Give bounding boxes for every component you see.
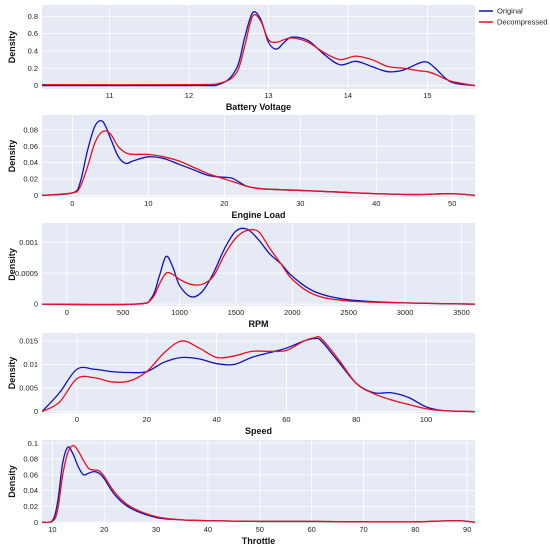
speed-original-line: [42, 337, 475, 413]
rpm-series-group: [42, 227, 475, 306]
engine-load-y-tick-label: 0.06: [23, 142, 38, 151]
throttle-y-tick-label: 0.08: [23, 455, 38, 464]
battery-voltage-x-tick-label: 13: [264, 91, 272, 100]
battery-voltage-y-tick-label: 0: [34, 81, 38, 90]
engine-load-x-tick-label: 0: [70, 199, 74, 208]
throttle-x-tick-label: 60: [307, 525, 315, 534]
engine-load-x-tick-label: 30: [296, 199, 304, 208]
engine-load-y-tick-label: 0.02: [23, 175, 38, 184]
battery-voltage-x-tick-label: 12: [185, 91, 193, 100]
throttle-plot-area: [42, 440, 475, 523]
rpm-y-tick-label: 0.001: [19, 238, 38, 247]
rpm-x-tick-label: 0: [65, 308, 69, 317]
rpm-x-tick-label: 3500: [453, 308, 470, 317]
engine-load-y-tick-label: 0: [34, 191, 38, 200]
speed-plot-area: [42, 333, 475, 413]
throttle-x-tick-label: 20: [100, 525, 108, 534]
battery-voltage-series-group: [42, 11, 475, 87]
throttle-x-tick-label: 30: [152, 525, 160, 534]
rpm-y-tick-label: 0: [34, 300, 38, 309]
throttle-subplot: 10 20 30 40 50 60 70 80 90 0 0.02 0.04 0.06 0.08 0.1 Th…: [7, 439, 475, 546]
battery-voltage-x-tick-label: 14: [344, 91, 352, 100]
legend: Original Decompressed: [479, 7, 547, 27]
legend-label-decompressed: Decompressed: [497, 18, 547, 27]
rpm-x-tick-label: 2000: [284, 308, 301, 317]
speed-series-group: [42, 335, 475, 413]
battery-voltage-subplot: 11 12 13 14 15 0 0.2 0.4 0.6 0.8 Battery Voltage De…: [7, 5, 475, 112]
throttle-series-group: [42, 444, 475, 523]
speed-x-tick-label: 80: [352, 415, 360, 424]
battery-voltage-decompressed-line: [42, 13, 475, 87]
battery-voltage-original-line: [42, 11, 475, 87]
battery-voltage-x-tick-label: 11: [106, 91, 114, 100]
rpm-plot-area: [42, 223, 475, 306]
throttle-y-tick-label: 0: [34, 518, 38, 527]
rpm-x-tick-label: 2500: [340, 308, 357, 317]
engine-load-x-tick-label: 50: [448, 199, 456, 208]
engine-load-x-tick-label: 40: [372, 199, 380, 208]
speed-y-tick-label: 0.01: [23, 360, 38, 369]
engine-load-decompressed-line: [42, 130, 475, 197]
throttle-x-axis-title: Throttle: [242, 536, 276, 546]
throttle-x-tick-label: 90: [463, 525, 471, 534]
engine-load-series-group: [42, 120, 475, 197]
throttle-y-tick-label: 0.1: [28, 439, 38, 448]
battery-voltage-y-tick-label: 0.6: [28, 29, 38, 38]
rpm-x-tick-label: 500: [117, 308, 130, 317]
rpm-y-axis-title: Density: [7, 248, 17, 281]
throttle-x-tick-label: 70: [359, 525, 367, 534]
rpm-x-tick-label: 3000: [397, 308, 414, 317]
speed-x-axis-title: Speed: [245, 426, 272, 436]
engine-load-y-axis-title: Density: [7, 140, 17, 173]
throttle-x-tick-label: 80: [411, 525, 419, 534]
throttle-x-tick-label: 50: [256, 525, 264, 534]
speed-x-tick-label: 20: [143, 415, 151, 424]
rpm-subplot: 0 500 1000 1500 2000 2500 3000 3500 0 0.0005 0.001…: [7, 223, 475, 329]
throttle-decompressed-line: [42, 444, 475, 523]
battery-voltage-plot-area: [42, 5, 475, 89]
engine-load-subplot: 0 10 20 30 40 50 0 0.02 0.04 0.06 0.08 Engine Load D…: [7, 115, 475, 220]
throttle-x-tick-label: 40: [204, 525, 212, 534]
rpm-x-axis-title: RPM: [249, 319, 269, 329]
speed-y-axis-title: Density: [7, 357, 17, 390]
throttle-y-tick-label: 0.02: [23, 502, 38, 511]
subplot-panels: 11 12 13 14 15 0 0.2 0.4 0.6 0.8 Battery Voltage De…: [7, 5, 475, 546]
throttle-y-tick-label: 0.04: [23, 486, 38, 495]
speed-x-tick-label: 40: [212, 415, 220, 424]
speed-decompressed-line: [42, 335, 475, 413]
rpm-x-tick-label: 1000: [171, 308, 188, 317]
battery-voltage-y-axis-title: Density: [7, 31, 17, 64]
speed-y-tick-label: 0: [34, 407, 38, 416]
battery-voltage-x-axis-title: Battery Voltage: [226, 102, 291, 112]
engine-load-plot-area: [42, 115, 475, 197]
throttle-y-axis-title: Density: [7, 465, 17, 498]
battery-voltage-y-tick-label: 0.4: [28, 46, 38, 55]
battery-voltage-y-tick-label: 0.8: [28, 12, 38, 21]
rpm-original-line: [42, 227, 475, 306]
rpm-y-tick-label: 0.0005: [15, 269, 38, 278]
rpm-x-tick-label: 1500: [228, 308, 245, 317]
speed-subplot: 0 20 40 60 80 100 0 0.005 0.01 0.015 Speed Density: [7, 333, 475, 436]
rpm-decompressed-line: [42, 228, 475, 306]
legend-label-original: Original: [497, 7, 523, 16]
throttle-y-tick-label: 0.06: [23, 470, 38, 479]
battery-voltage-y-tick-label: 0.2: [28, 64, 38, 73]
speed-y-tick-label: 0.015: [19, 337, 38, 346]
engine-load-y-tick-label: 0.08: [23, 125, 38, 134]
battery-voltage-x-tick-label: 15: [423, 91, 431, 100]
speed-x-tick-label: 60: [282, 415, 290, 424]
speed-x-tick-label: 0: [75, 415, 79, 424]
speed-y-tick-label: 0.005: [19, 384, 38, 393]
engine-load-y-tick-label: 0.04: [23, 158, 38, 167]
engine-load-x-axis-title: Engine Load: [232, 210, 286, 220]
speed-x-tick-label: 100: [420, 415, 433, 424]
throttle-x-tick-label: 10: [48, 525, 56, 534]
engine-load-x-tick-label: 10: [144, 199, 152, 208]
engine-load-x-tick-label: 20: [220, 199, 228, 208]
